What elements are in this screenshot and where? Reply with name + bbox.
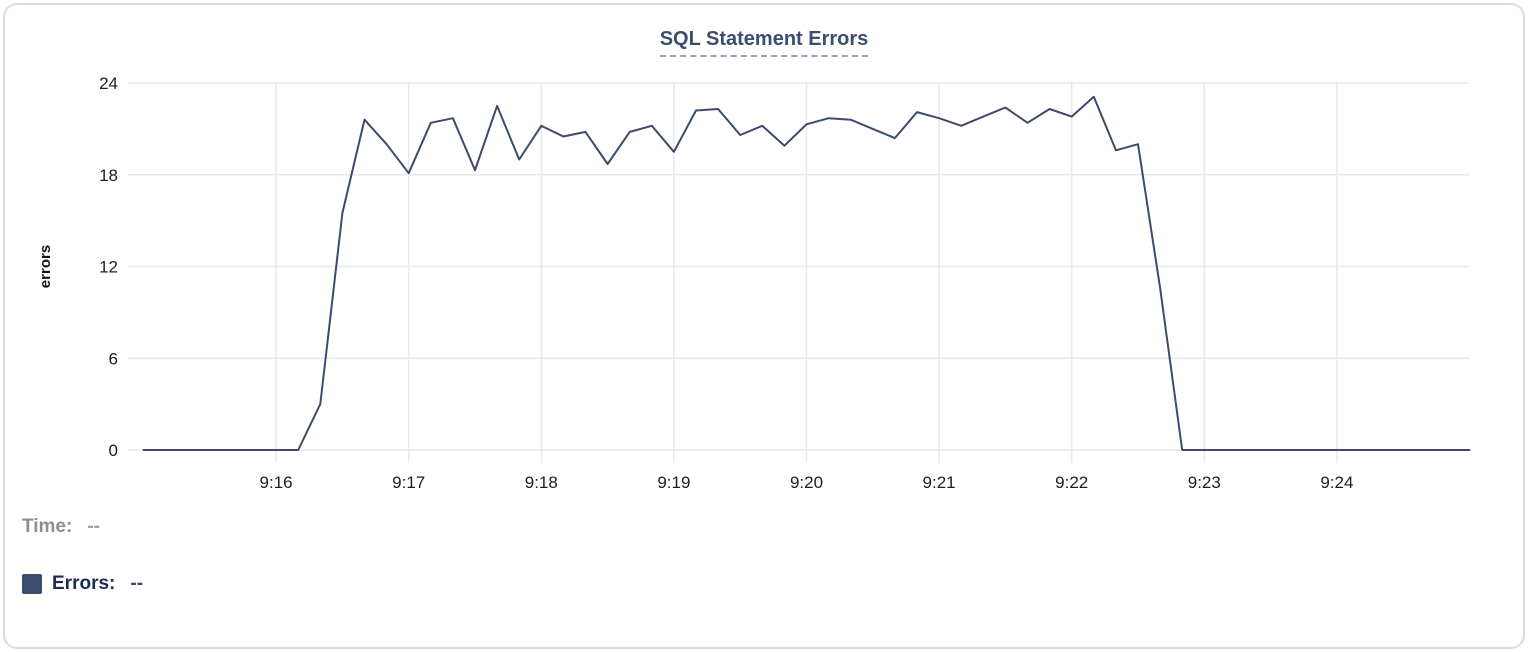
legend-errors-row: Errors: -- <box>22 571 143 597</box>
legend-errors-value: -- <box>130 573 144 594</box>
x-tick-label: 9:24 <box>1320 473 1353 492</box>
errors-series-line <box>142 95 1471 451</box>
x-tick-label: 9:21 <box>923 473 956 492</box>
chart-header: SQL Statement Errors <box>0 28 1528 57</box>
chart-title[interactable]: SQL Statement Errors <box>659 28 869 57</box>
y-tick-label: 0 <box>109 441 118 460</box>
legend-time-label: Time: <box>22 516 73 537</box>
x-tick-label: 9:17 <box>392 473 425 492</box>
x-tick-label: 9:16 <box>260 473 293 492</box>
hover-legend: Time: -- Errors: -- <box>22 514 143 597</box>
chart-card <box>3 3 1525 649</box>
legend-time-row: Time: -- <box>22 514 143 540</box>
x-tick-label: 9:18 <box>525 473 558 492</box>
errors-series-swatch-icon <box>22 574 42 594</box>
y-axis-title: errors <box>37 245 54 288</box>
y-tick-label: 6 <box>109 349 118 368</box>
legend-time-value: -- <box>87 516 100 537</box>
legend-errors-label: Errors: <box>52 573 116 594</box>
x-tick-label: 9:23 <box>1188 473 1221 492</box>
x-tick-label: 9:19 <box>657 473 690 492</box>
y-tick-label: 24 <box>99 74 118 93</box>
x-tick-label: 9:22 <box>1055 473 1088 492</box>
x-tick-label: 9:20 <box>790 473 823 492</box>
y-tick-label: 18 <box>99 166 118 185</box>
errors-line-chart[interactable]: 0 6 12 18 24 9:16 9:17 9:18 9:19 9:20 9:21 9:22 9:23… <box>0 0 1528 505</box>
y-tick-label: 12 <box>99 258 118 277</box>
